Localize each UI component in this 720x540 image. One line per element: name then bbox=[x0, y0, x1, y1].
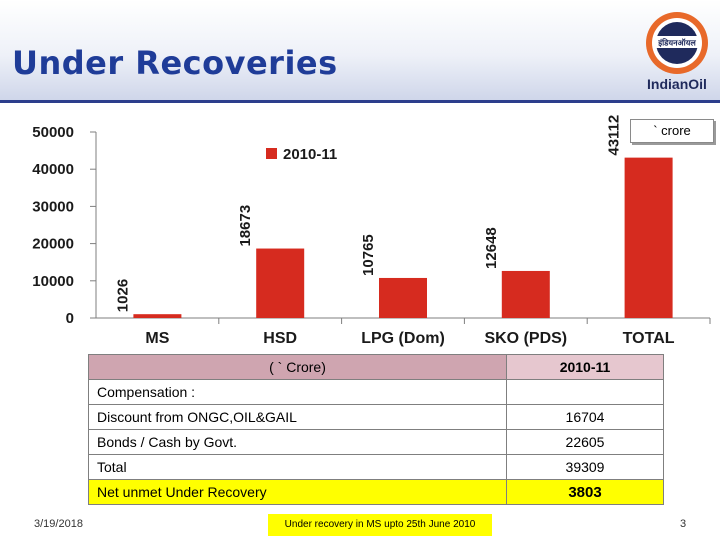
unit-label: ` crore bbox=[630, 119, 714, 143]
table-row-label: Discount from ONGC,OIL&GAIL bbox=[88, 404, 507, 430]
header-divider bbox=[0, 100, 720, 103]
table-row: Bonds / Cash by Govt. 22605 bbox=[88, 429, 664, 455]
table-row: Discount from ONGC,OIL&GAIL 16704 bbox=[88, 404, 664, 430]
x-tick-label: TOTAL bbox=[623, 330, 675, 347]
page-number: 3 bbox=[680, 518, 687, 530]
table-header-unit: ( ` Crore) bbox=[88, 354, 507, 380]
bar bbox=[624, 157, 673, 318]
page-title: Under Recoveries bbox=[12, 44, 338, 82]
table-row-value: 22605 bbox=[506, 429, 664, 455]
y-tick-label: 50000 bbox=[32, 124, 74, 141]
bar bbox=[133, 314, 182, 318]
net-recovery-value: 3803 bbox=[506, 479, 664, 505]
table-section-value bbox=[506, 379, 664, 405]
bar bbox=[501, 270, 550, 318]
table-section-row: Compensation : bbox=[88, 379, 664, 405]
footer-note: Under recovery in MS upto 25th June 2010 bbox=[268, 514, 492, 536]
table-row-label: Total bbox=[88, 454, 507, 480]
bar bbox=[256, 248, 305, 318]
compensation-table-wrap: ( ` Crore) 2010-11 Compensation : Discou… bbox=[88, 354, 664, 505]
y-tick-label: 40000 bbox=[32, 161, 74, 178]
header-band bbox=[0, 0, 720, 100]
x-tick-label: HSD bbox=[263, 330, 297, 347]
compensation-table: ( ` Crore) 2010-11 Compensation : Discou… bbox=[88, 354, 664, 505]
table-row-value: 39309 bbox=[506, 454, 664, 480]
legend-label: 2010-11 bbox=[283, 146, 337, 163]
table-header-year: 2010-11 bbox=[506, 354, 664, 380]
bar-chart: 0 10000 20000 30000 40000 50000 MS 1026 HSD 18673… bbox=[32, 115, 711, 347]
footer-date: 3/19/2018 bbox=[34, 518, 83, 530]
bar bbox=[379, 277, 427, 318]
legend-swatch bbox=[266, 148, 277, 159]
table-header-row: ( ` Crore) 2010-11 bbox=[88, 354, 664, 380]
logo-text: इंडियनऑयल bbox=[657, 38, 696, 48]
table-section-label: Compensation : bbox=[88, 379, 507, 405]
x-tick-label: SKO (PDS) bbox=[484, 330, 567, 347]
data-label: 10765 bbox=[360, 234, 377, 276]
net-recovery-row: Net unmet Under Recovery 3803 bbox=[88, 479, 664, 505]
table-row-label: Bonds / Cash by Govt. bbox=[88, 429, 507, 455]
y-tick-label: 10000 bbox=[32, 273, 74, 290]
data-label: 18673 bbox=[237, 205, 254, 247]
data-label: 1026 bbox=[114, 279, 131, 312]
indianoil-logo-icon: इंडियनऑयल bbox=[646, 12, 708, 74]
table-row: Total 39309 bbox=[88, 454, 664, 480]
y-tick-label: 30000 bbox=[32, 198, 74, 215]
y-tick-label: 0 bbox=[66, 310, 74, 327]
data-label: 12648 bbox=[483, 227, 500, 269]
x-tick-label: MS bbox=[145, 330, 169, 347]
brand-name: IndianOil bbox=[647, 76, 707, 92]
data-label: 43112 bbox=[606, 115, 623, 156]
net-recovery-label: Net unmet Under Recovery bbox=[88, 479, 507, 505]
table-row-value: 16704 bbox=[506, 404, 664, 430]
y-tick-label: 20000 bbox=[32, 236, 74, 253]
x-tick-label: LPG (Dom) bbox=[361, 330, 445, 347]
